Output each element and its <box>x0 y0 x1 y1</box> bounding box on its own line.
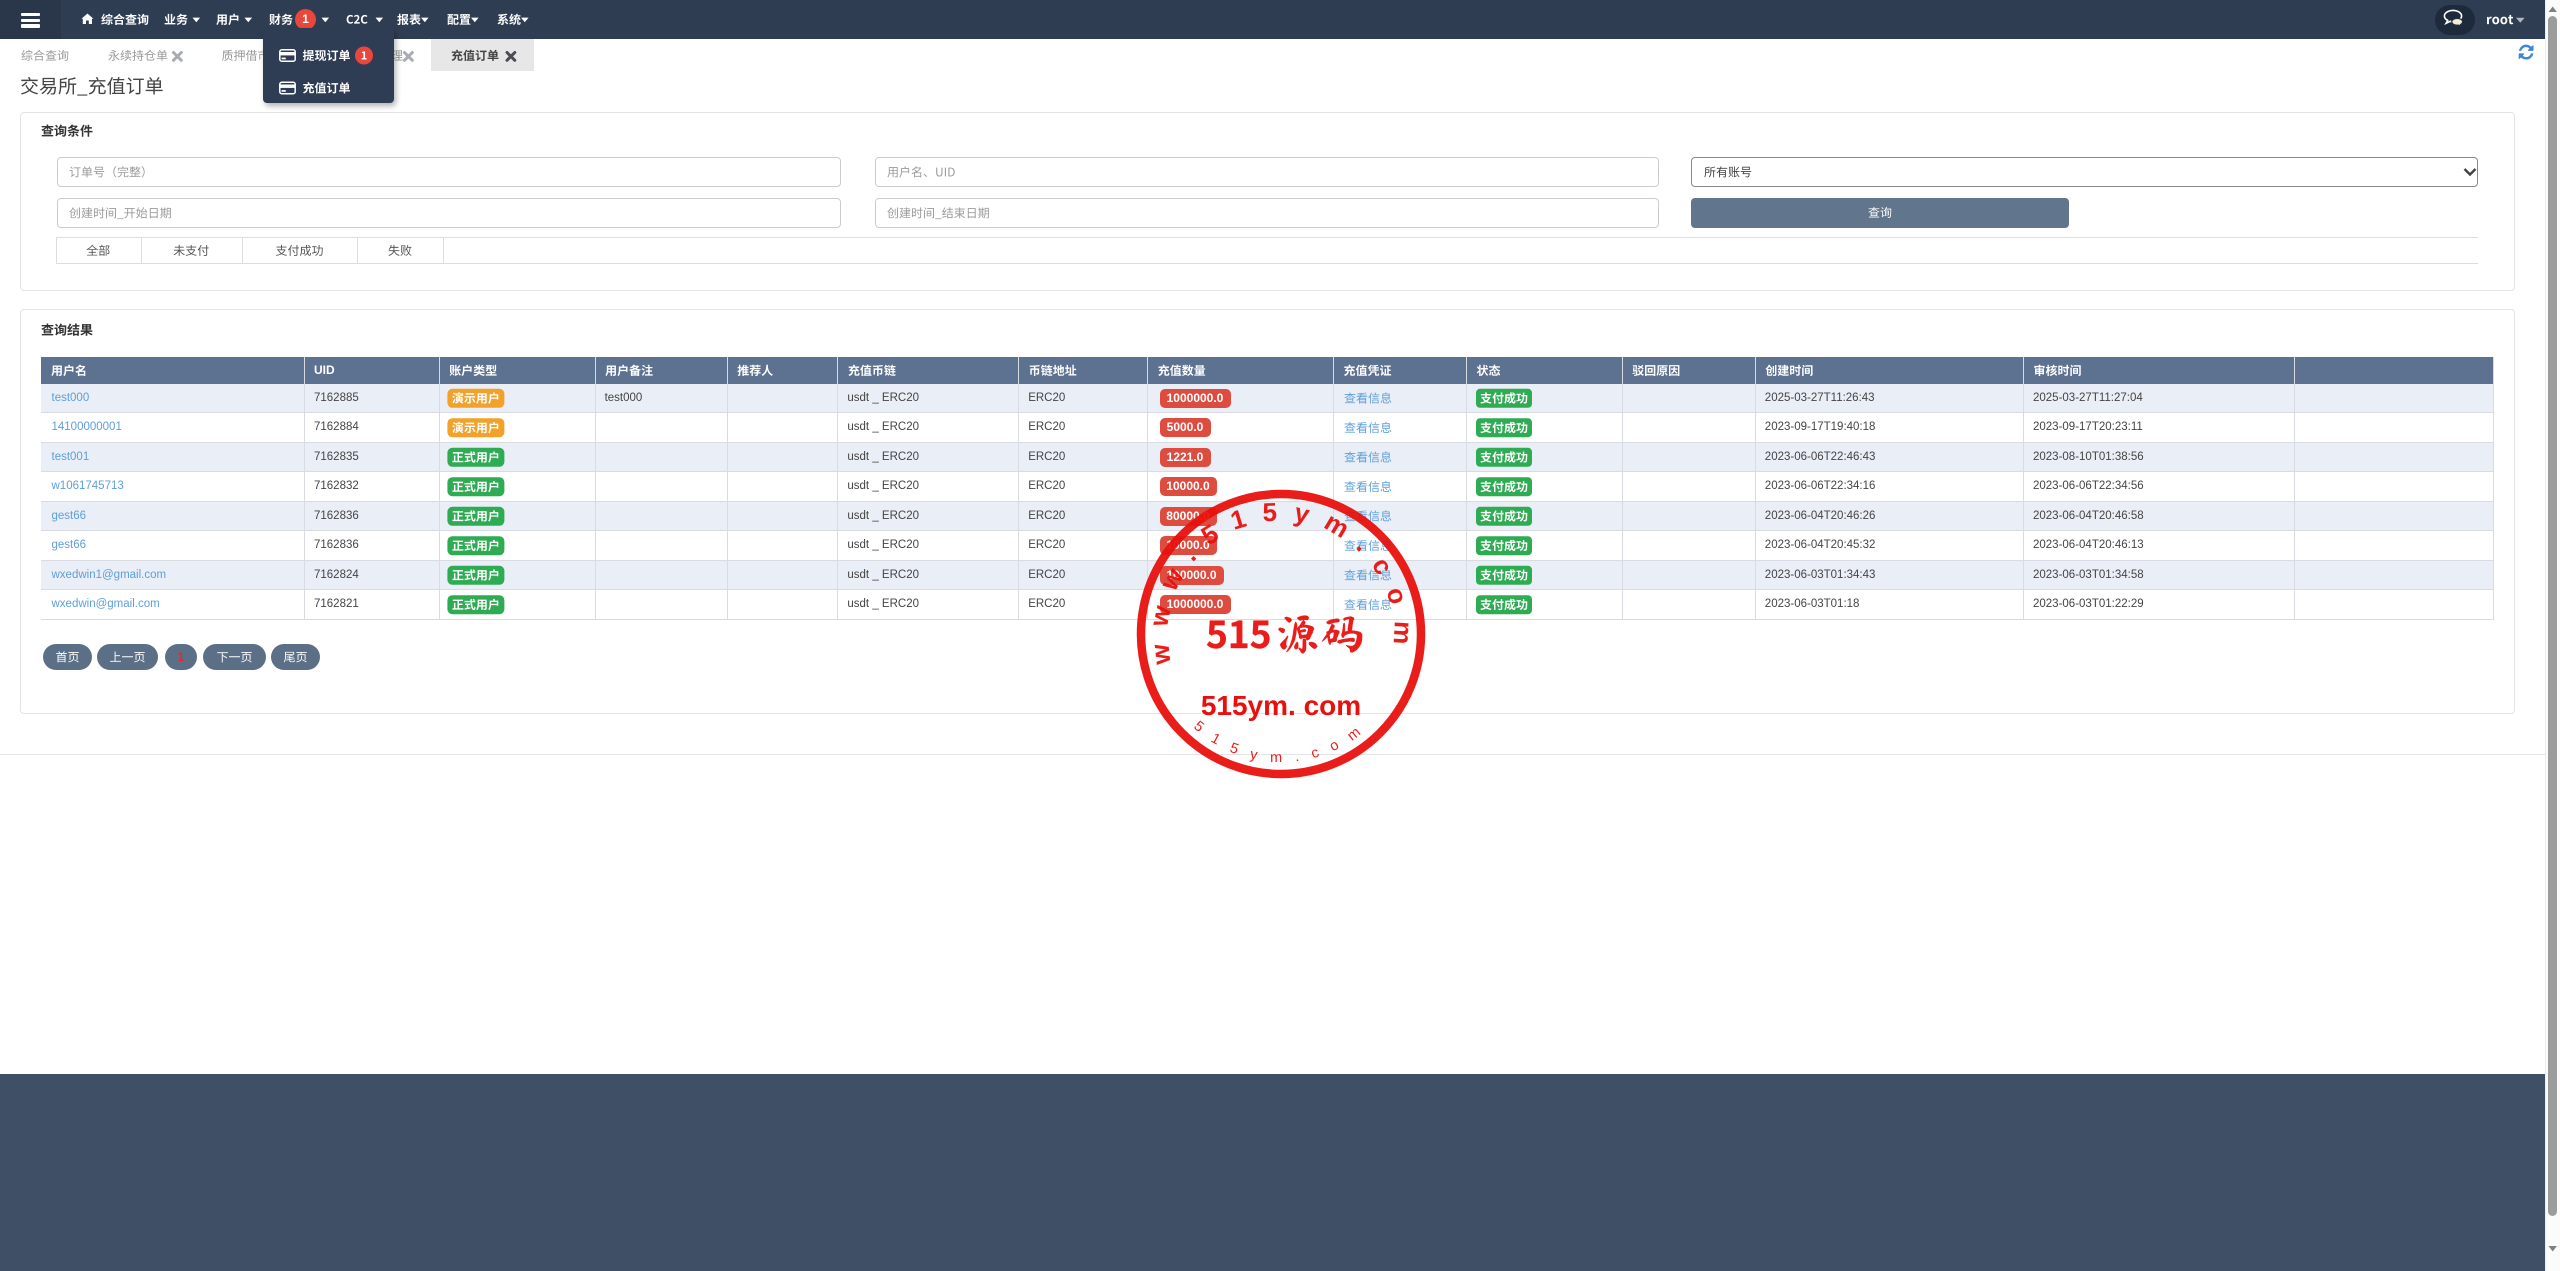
svg-text:515ym.com: 515ym.com <box>1190 716 1374 766</box>
